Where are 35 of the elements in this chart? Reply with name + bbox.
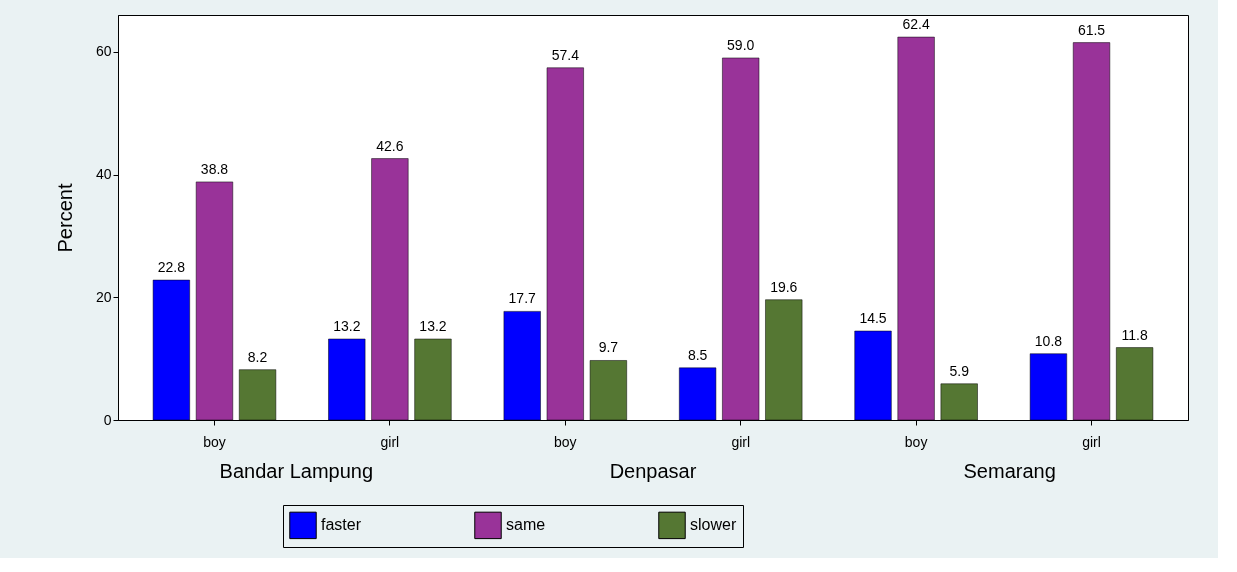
data-label: 57.4 xyxy=(551,46,580,63)
text: Semarang xyxy=(963,460,1056,482)
x-tick-label: girl xyxy=(380,433,400,450)
x-tick-label: boy xyxy=(203,433,226,450)
data-label: 13.2 xyxy=(419,318,447,334)
data-label: 9.7 xyxy=(598,339,619,356)
y-tick-label: 40 xyxy=(95,166,112,183)
data-label: 61.5 xyxy=(1077,21,1106,38)
data-label: 8.5 xyxy=(687,346,708,363)
data-label: 62.4 xyxy=(902,16,930,33)
legend-label: same xyxy=(506,516,546,534)
data-label: 42.6 xyxy=(376,137,404,154)
x-tick-label: boy xyxy=(554,433,577,450)
x-tick-label: boy xyxy=(904,433,928,450)
data-label: 11.8 xyxy=(1121,326,1148,343)
data-label: 10.8 xyxy=(1034,332,1063,349)
text: Denpasar xyxy=(609,460,697,482)
text: Bandar Lampung xyxy=(219,460,374,482)
data-label: 22.8 xyxy=(157,259,186,276)
x-tick-label: girl xyxy=(1082,433,1101,450)
legend-label: slower xyxy=(690,516,737,534)
data-label: 5.9 xyxy=(949,362,970,379)
y-tick-label: 60 xyxy=(95,43,112,60)
y-tick-label: 0 xyxy=(103,411,112,428)
data-label: 8.2 xyxy=(247,348,268,365)
data-label: 38.8 xyxy=(200,160,229,177)
data-label: 13.2 xyxy=(333,318,361,334)
y-axis-title: Percent xyxy=(53,183,76,253)
data-label: 59.0 xyxy=(727,36,755,53)
legend-label: faster xyxy=(321,516,362,534)
y-tick-label: 20 xyxy=(95,288,112,305)
data-label: 17.7 xyxy=(508,290,537,307)
x-tick-label: girl xyxy=(731,433,751,450)
data-label: 19.6 xyxy=(770,278,798,295)
data-label: 14.5 xyxy=(859,310,887,327)
